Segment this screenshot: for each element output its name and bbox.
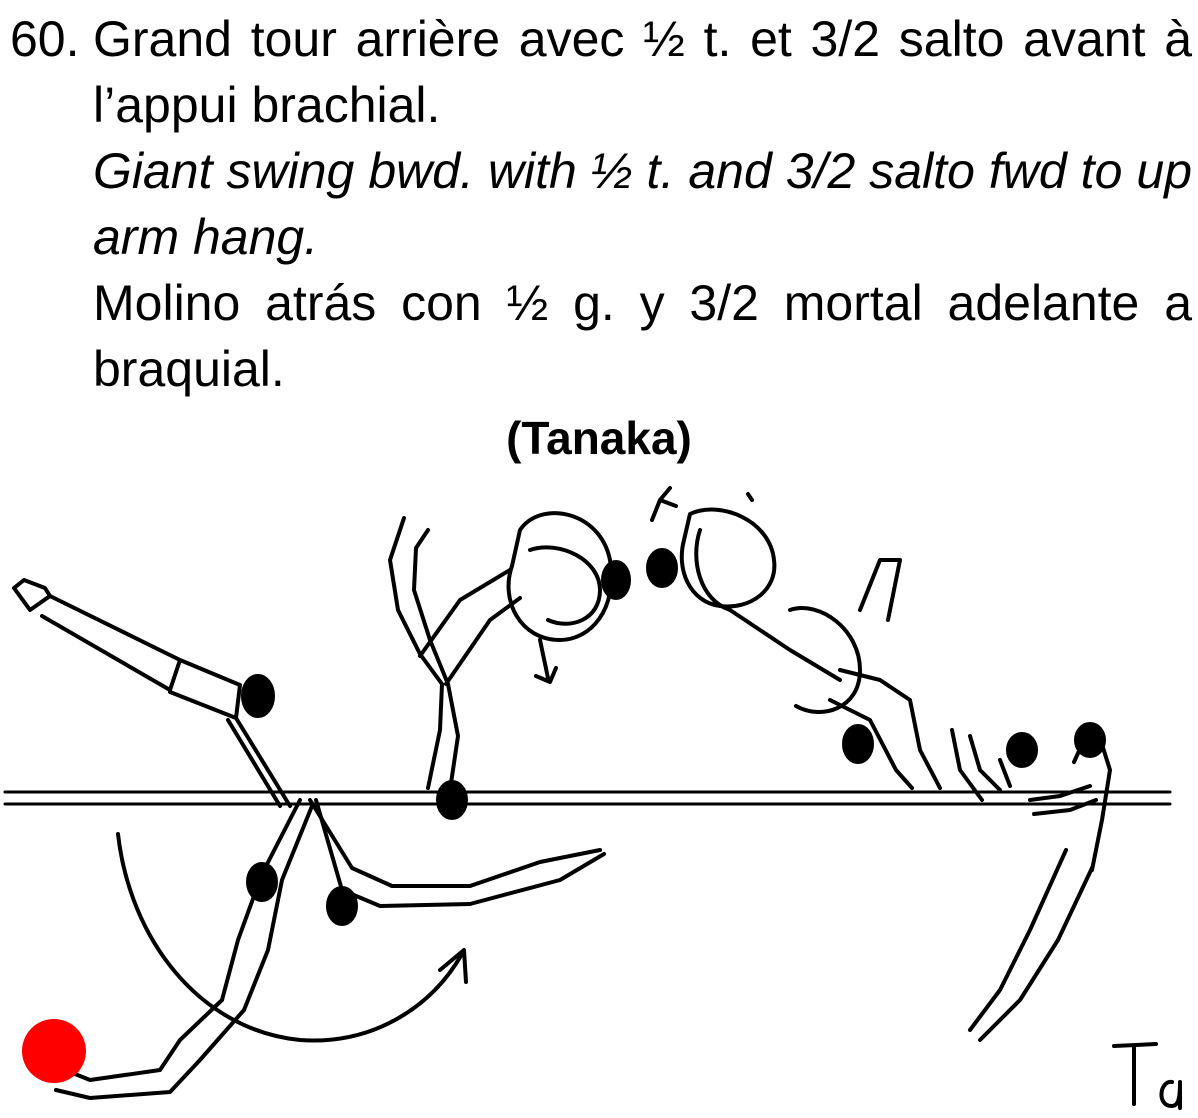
figure-7	[790, 560, 940, 788]
red-dot-marker	[22, 1019, 86, 1083]
figure-6	[648, 488, 840, 680]
gymnast-illustration	[0, 470, 1198, 1118]
element-descriptions: Grand tour arrière avec ½ t. et 3/2 salt…	[93, 6, 1192, 402]
horizontal-bar	[5, 792, 1170, 804]
signature-mark	[1114, 1044, 1180, 1108]
english-description-line-1: Giant swing bwd. with ½ t. and 3/2 salto…	[93, 138, 1192, 204]
element-entry: 60. Grand tour arrière avec ½ t. et 3/2 …	[10, 6, 1192, 402]
figure-5	[509, 513, 629, 682]
figure-1	[14, 580, 290, 806]
figure-9	[970, 724, 1110, 1040]
french-description-line-2: l’appui brachial.	[93, 72, 1192, 138]
spanish-description-line-1: Molino atrás con ½ g. y 3/2 mortal adela…	[93, 270, 1192, 336]
figure-4	[390, 518, 520, 818]
english-description-line-2: arm hang.	[93, 204, 1192, 270]
swing-arrow	[118, 834, 466, 1040]
french-description-line-1: Grand tour arrière avec ½ t. et 3/2 salt…	[93, 6, 1192, 72]
spanish-description-line-2: braquial.	[93, 336, 1192, 402]
element-name: (Tanaka)	[0, 408, 1198, 468]
element-number: 60.	[10, 6, 80, 72]
figure-8	[952, 730, 1036, 800]
figure-2	[56, 800, 312, 1098]
